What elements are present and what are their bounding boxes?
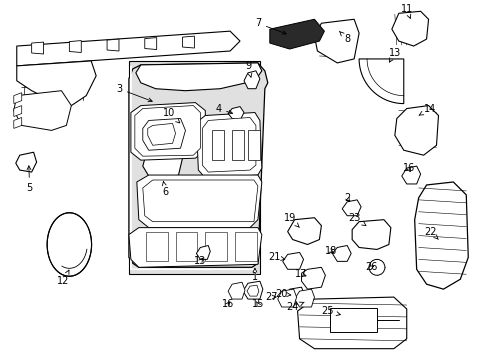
Polygon shape (182, 36, 194, 48)
FancyBboxPatch shape (129, 61, 259, 274)
Text: 5: 5 (26, 166, 33, 193)
Polygon shape (168, 113, 200, 138)
Polygon shape (246, 285, 258, 296)
Text: 17: 17 (295, 269, 307, 279)
Polygon shape (394, 105, 438, 155)
Text: 3: 3 (116, 84, 152, 102)
Text: 15: 15 (251, 299, 264, 309)
Polygon shape (145, 231, 167, 261)
Polygon shape (351, 220, 390, 249)
Text: 11: 11 (400, 4, 412, 18)
Polygon shape (228, 107, 244, 121)
Text: 24: 24 (286, 302, 304, 312)
Polygon shape (136, 63, 262, 91)
Text: 8: 8 (339, 31, 349, 44)
Text: 16: 16 (222, 299, 234, 309)
FancyBboxPatch shape (330, 308, 376, 332)
Polygon shape (175, 231, 197, 261)
Text: 19: 19 (283, 213, 299, 228)
Polygon shape (131, 103, 205, 160)
Polygon shape (129, 63, 267, 267)
Polygon shape (147, 123, 175, 145)
Polygon shape (301, 267, 325, 289)
Text: 13: 13 (194, 256, 206, 266)
Polygon shape (142, 148, 182, 180)
Polygon shape (196, 113, 262, 178)
Polygon shape (49, 219, 89, 270)
Polygon shape (414, 182, 468, 289)
Polygon shape (202, 117, 255, 172)
Polygon shape (332, 246, 350, 261)
Polygon shape (247, 130, 259, 160)
Polygon shape (244, 71, 259, 89)
Polygon shape (196, 246, 210, 260)
Polygon shape (391, 11, 427, 46)
Polygon shape (277, 289, 296, 307)
Text: 14: 14 (418, 104, 436, 115)
Text: 4: 4 (215, 104, 232, 114)
Polygon shape (282, 252, 303, 269)
Text: 21: 21 (268, 252, 284, 262)
Text: 6: 6 (162, 181, 168, 197)
Polygon shape (131, 66, 264, 359)
Polygon shape (205, 231, 226, 261)
Text: 13: 13 (388, 48, 400, 62)
Polygon shape (129, 228, 262, 267)
Polygon shape (17, 31, 240, 66)
Text: 10: 10 (162, 108, 180, 123)
Polygon shape (14, 105, 21, 117)
Polygon shape (228, 282, 244, 299)
Polygon shape (342, 200, 360, 216)
Polygon shape (69, 41, 81, 53)
Polygon shape (16, 152, 37, 172)
Polygon shape (284, 287, 304, 304)
Text: 2: 2 (344, 193, 349, 203)
Text: 22: 22 (424, 226, 437, 239)
Polygon shape (243, 281, 263, 299)
Polygon shape (32, 42, 43, 54)
Polygon shape (358, 59, 403, 104)
Polygon shape (107, 39, 119, 51)
Polygon shape (135, 105, 200, 156)
Polygon shape (232, 130, 244, 160)
Polygon shape (235, 231, 256, 261)
Polygon shape (297, 297, 406, 349)
Polygon shape (14, 117, 21, 129)
Polygon shape (14, 91, 71, 130)
Text: 12: 12 (57, 270, 69, 286)
Polygon shape (212, 130, 224, 160)
Polygon shape (144, 37, 156, 50)
Text: 23: 23 (347, 213, 365, 226)
Polygon shape (314, 19, 358, 63)
Polygon shape (269, 19, 324, 49)
Polygon shape (401, 166, 420, 184)
Text: 26: 26 (364, 262, 376, 272)
Text: 25: 25 (321, 306, 340, 316)
Polygon shape (142, 118, 185, 150)
Polygon shape (14, 93, 21, 104)
Polygon shape (287, 218, 321, 244)
Polygon shape (137, 175, 262, 228)
Text: 16: 16 (402, 163, 414, 173)
Text: 18: 18 (325, 247, 337, 256)
Text: 20: 20 (275, 289, 290, 299)
Polygon shape (47, 213, 91, 276)
Polygon shape (17, 61, 96, 105)
Polygon shape (294, 289, 314, 307)
Text: 7: 7 (254, 18, 285, 34)
Text: 27: 27 (265, 292, 278, 302)
Circle shape (368, 260, 384, 275)
Text: 1: 1 (251, 268, 258, 282)
Text: 9: 9 (244, 61, 251, 77)
Polygon shape (142, 180, 257, 222)
